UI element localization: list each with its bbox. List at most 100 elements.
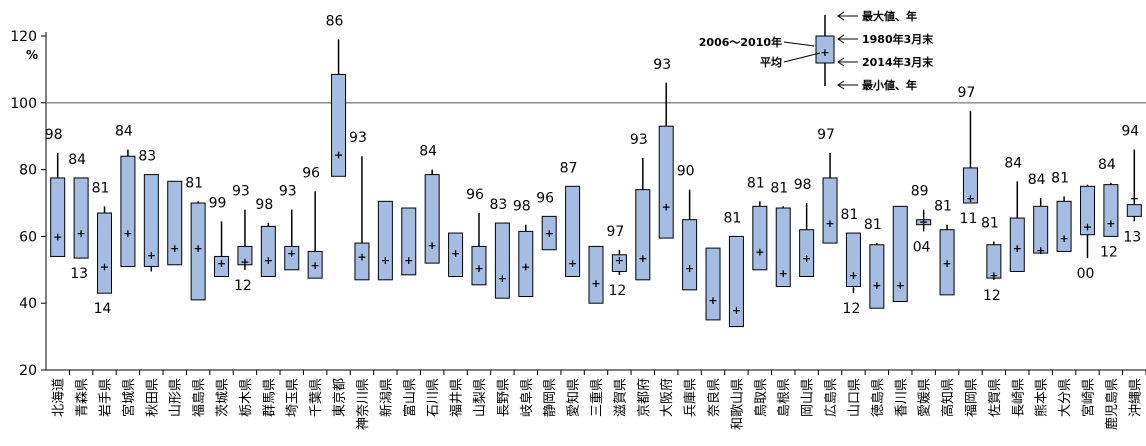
max-year-label: 97 — [958, 85, 976, 101]
mean-marker: + — [545, 227, 554, 240]
mean-marker: + — [685, 262, 694, 275]
mean-marker: + — [123, 227, 132, 240]
box — [658, 125, 674, 239]
legend-arrow-max-head — [837, 11, 845, 21]
mean-marker: + — [942, 257, 951, 270]
mean-marker: + — [755, 245, 764, 258]
legend-box — [815, 35, 835, 64]
mean-marker: + — [849, 269, 858, 282]
category-label: 山口県 — [847, 378, 862, 417]
mean-marker: + — [1036, 244, 1045, 257]
box — [401, 207, 417, 276]
mean-marker: + — [638, 252, 647, 265]
max-year-label: 98 — [45, 127, 63, 143]
category-label: 静岡県 — [543, 378, 558, 417]
max-year-label: 86 — [326, 13, 344, 29]
category-label: 宮城県 — [121, 378, 137, 417]
max-year-label: 84 — [419, 144, 437, 160]
mean-marker: + — [311, 259, 320, 272]
box — [448, 232, 464, 277]
mean-marker: + — [498, 272, 507, 285]
category-label: 鹿児島県 — [1104, 378, 1120, 430]
category-label: 岡山県 — [801, 378, 816, 417]
mean-marker: + — [1106, 217, 1115, 230]
box — [424, 174, 440, 264]
grid: 20 40 60 80 100 120% — [10, 29, 1146, 379]
max-year-label: 98 — [513, 199, 531, 215]
category-label: 福島県 — [192, 378, 207, 417]
mean-marker: + — [708, 294, 717, 307]
box — [471, 245, 487, 286]
box — [1079, 185, 1095, 236]
category-label: 徳島県 — [871, 378, 886, 417]
category-label: 東京都 — [332, 378, 348, 417]
mean-marker: + — [1013, 242, 1022, 255]
box — [214, 255, 230, 277]
max-year-label: 81 — [747, 175, 765, 191]
box — [611, 254, 627, 272]
max-year-label: 96 — [536, 190, 554, 206]
box — [260, 225, 276, 277]
box — [190, 202, 206, 301]
max-year-label: 98 — [794, 177, 812, 193]
mean-marker: + — [194, 242, 203, 255]
category-label: 和歌山県 — [730, 378, 745, 430]
mean-marker: + — [1130, 192, 1139, 205]
legend: + 最大値、年 1980年3月末 2014年3月末 最小値、年 2006～201… — [699, 9, 935, 92]
y-tick-label: 120 — [10, 29, 37, 45]
category-label: 埼玉県 — [286, 378, 301, 417]
max-year-label: 98 — [255, 197, 273, 213]
category-label: 山梨県 — [473, 378, 488, 417]
box — [869, 244, 885, 309]
max-year-label: 90 — [677, 164, 695, 180]
box — [97, 212, 113, 294]
min-year-label: 12 — [234, 278, 252, 294]
category-label: 香川県 — [894, 378, 909, 417]
category-label: 滋賀県 — [613, 378, 628, 417]
box — [565, 185, 581, 277]
max-year-label: 81 — [864, 217, 882, 233]
box — [635, 189, 651, 281]
box — [50, 177, 66, 257]
category-label: 神奈川県 — [356, 378, 371, 430]
y-unit-label: % — [26, 48, 38, 62]
legend-arrow-min-head — [837, 80, 845, 90]
box — [728, 235, 744, 328]
plot-area: +98 北海道 +84 13 青森県 +81 14 岩手県 +84 宮城県 +83 秋田県 + 山形県 +8… — [45, 13, 1144, 430]
category-label: 宮崎県 — [1080, 378, 1096, 417]
max-year-label: 97 — [606, 224, 624, 240]
legend-arrow-end-head — [837, 57, 845, 67]
mean-marker: + — [732, 304, 741, 317]
box — [588, 245, 604, 304]
min-year-label: 13 — [1123, 229, 1141, 245]
box — [986, 244, 1002, 279]
box — [892, 205, 908, 303]
max-year-label: 96 — [466, 187, 484, 203]
legend-period-pointer — [783, 41, 815, 47]
category-label: 愛媛県 — [918, 378, 933, 417]
legend-end-label: 2014年3月末 — [862, 55, 934, 69]
max-year-label: 81 — [934, 199, 952, 215]
box — [73, 177, 89, 259]
mean-marker: + — [357, 250, 366, 263]
max-year-label: 83 — [489, 197, 507, 213]
legend-mean-label: 平均 — [760, 55, 782, 69]
min-year-label: 14 — [94, 301, 112, 317]
category-label: 佐賀県 — [988, 378, 1003, 417]
max-year-label: 81 — [770, 180, 788, 196]
y-tick-label: 40 — [19, 296, 37, 312]
category-label: 福岡県 — [964, 378, 979, 417]
mean-marker: + — [287, 247, 296, 260]
mean-marker: + — [872, 279, 881, 292]
category-label: 大阪府 — [660, 378, 675, 417]
mean-marker: + — [825, 217, 834, 230]
max-year-label: 81 — [981, 215, 999, 231]
max-year-label: 87 — [560, 160, 578, 176]
max-year-label: 93 — [349, 130, 367, 146]
max-year-label: 84 — [68, 152, 86, 168]
y-tick-label: 20 — [19, 363, 37, 379]
category-label: 茨城県 — [216, 378, 231, 417]
category-label: 富山県 — [402, 378, 418, 417]
mean-marker: + — [521, 260, 530, 273]
mean-marker: + — [381, 254, 390, 267]
